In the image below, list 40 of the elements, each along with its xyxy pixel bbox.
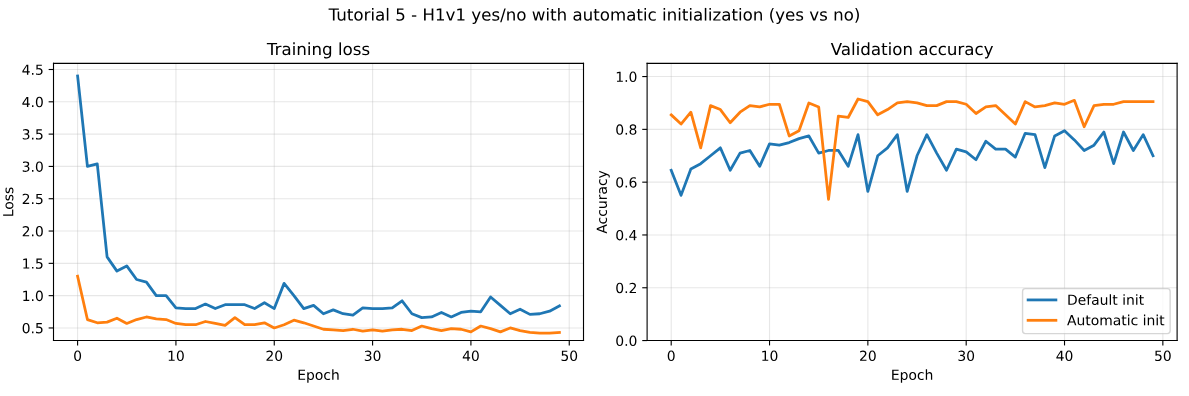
legend-label: Default init [1068, 294, 1144, 305]
legend-label: Automatic init [1067, 314, 1165, 326]
x-tick-label: 20 [860, 350, 876, 362]
x-axis-title: Epoch [892, 369, 933, 383]
y-tick-label: 3.5 [22, 129, 43, 140]
x-tick-label: 50 [1155, 350, 1171, 362]
y-tick-label: 0.5 [22, 322, 43, 334]
y-tick-label: 2.0 [22, 226, 43, 237]
y-tick-label: 1.0 [616, 71, 637, 83]
x-tick-label: 40 [1056, 350, 1073, 362]
text: Tutorial 5 - H1v1 yes/no with automatic initialization (yes vs no) [328, 7, 859, 25]
x-tick-label: 10 [762, 350, 778, 362]
x-tick-label: 20 [266, 350, 283, 362]
chart-title: Training loss [266, 42, 370, 59]
x-axis-title: Epoch [298, 369, 339, 383]
y-tick-label: 3.0 [22, 161, 43, 172]
y-tick-label: 0.4 [616, 229, 637, 241]
y-tick-label: 0.2 [616, 282, 636, 294]
y-axis-title: Accuracy [596, 170, 610, 234]
x-tick-label: 0 [667, 350, 675, 362]
y-tick-label: 0.0 [616, 335, 637, 347]
y-tick-label: 0.8 [616, 124, 637, 135]
y-tick-label: 2.5 [22, 193, 43, 205]
x-tick-label: 30 [958, 350, 975, 362]
y-tick-label: 1.0 [23, 290, 43, 302]
y-tick-label: 0.6 [616, 177, 637, 188]
x-tick-label: 40 [462, 350, 479, 362]
y-axis-title: Loss [3, 187, 14, 216]
line-series [669, 97, 1155, 201]
chart-title: Validation accuracy [830, 42, 994, 59]
x-tick-label: 10 [168, 350, 184, 362]
x-tick-label: 30 [364, 350, 381, 362]
y-tick-label: 4.5 [22, 64, 43, 75]
x-tick-label: 0 [74, 350, 82, 362]
y-tick-label: 4.0 [22, 96, 43, 108]
x-tick-label: 50 [561, 350, 578, 362]
y-tick-label: 1.5 [23, 258, 43, 269]
line-series [76, 274, 561, 335]
line-series [669, 129, 1155, 197]
line-series [76, 74, 561, 320]
